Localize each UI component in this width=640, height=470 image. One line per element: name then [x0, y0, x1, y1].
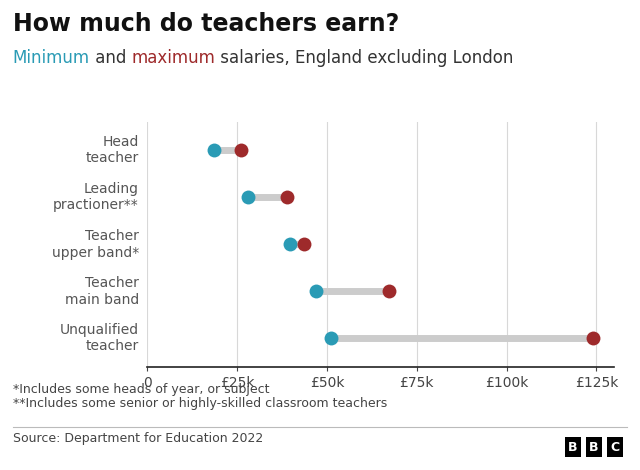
Point	[588, 335, 598, 342]
Point	[311, 288, 321, 295]
Text: Source: Department for Education 2022: Source: Department for Education 2022	[13, 432, 263, 446]
Text: B: B	[589, 441, 598, 454]
Text: C: C	[611, 441, 620, 454]
Point	[299, 241, 309, 248]
Text: maximum: maximum	[132, 49, 216, 67]
Text: *Includes some heads of year, or subject: *Includes some heads of year, or subject	[13, 383, 269, 396]
Point	[325, 335, 335, 342]
Text: B: B	[568, 441, 577, 454]
Point	[282, 194, 292, 201]
Point	[236, 147, 246, 154]
Point	[285, 241, 295, 248]
Text: salaries, England excluding London: salaries, England excluding London	[216, 49, 514, 67]
Point	[243, 194, 253, 201]
Text: How much do teachers earn?: How much do teachers earn?	[13, 12, 399, 36]
Text: **Includes some senior or highly-skilled classroom teachers: **Includes some senior or highly-skilled…	[13, 397, 387, 410]
Point	[384, 288, 394, 295]
Point	[209, 147, 220, 154]
Text: Minimum: Minimum	[13, 49, 90, 67]
Text: and: and	[90, 49, 132, 67]
